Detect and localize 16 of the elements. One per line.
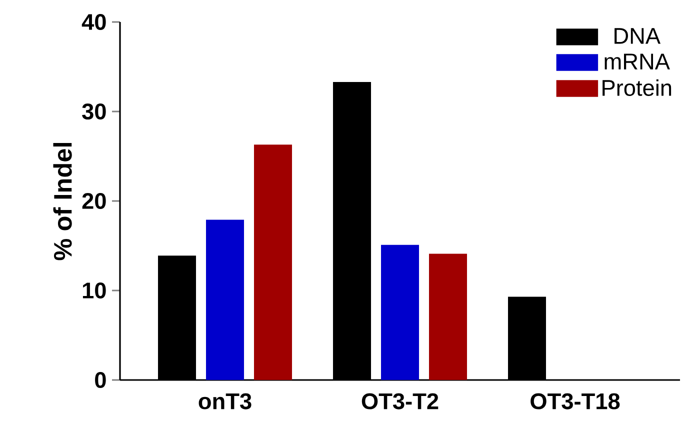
y-tick-label: 0 [95, 372, 106, 388]
legend-label: Protein [602, 79, 672, 96]
bar [206, 220, 244, 380]
x-tick-label: onT3 [198, 393, 252, 410]
x-tick-label: OT3-T18 [530, 393, 620, 410]
bar [381, 244, 420, 380]
y-tick-label: 30 [82, 103, 106, 120]
legend-label: DNA [614, 28, 661, 44]
x-tick-label: OT3-T2 [362, 393, 438, 410]
bar [254, 144, 292, 380]
legend-label: mRNA [604, 54, 670, 70]
y-axis-title: % of Indel [53, 142, 72, 260]
y-tick-label: 10 [82, 282, 106, 299]
y-tick-label: 20 [82, 192, 106, 210]
y-tick-label: 40 [82, 14, 106, 30]
bar [429, 254, 468, 380]
